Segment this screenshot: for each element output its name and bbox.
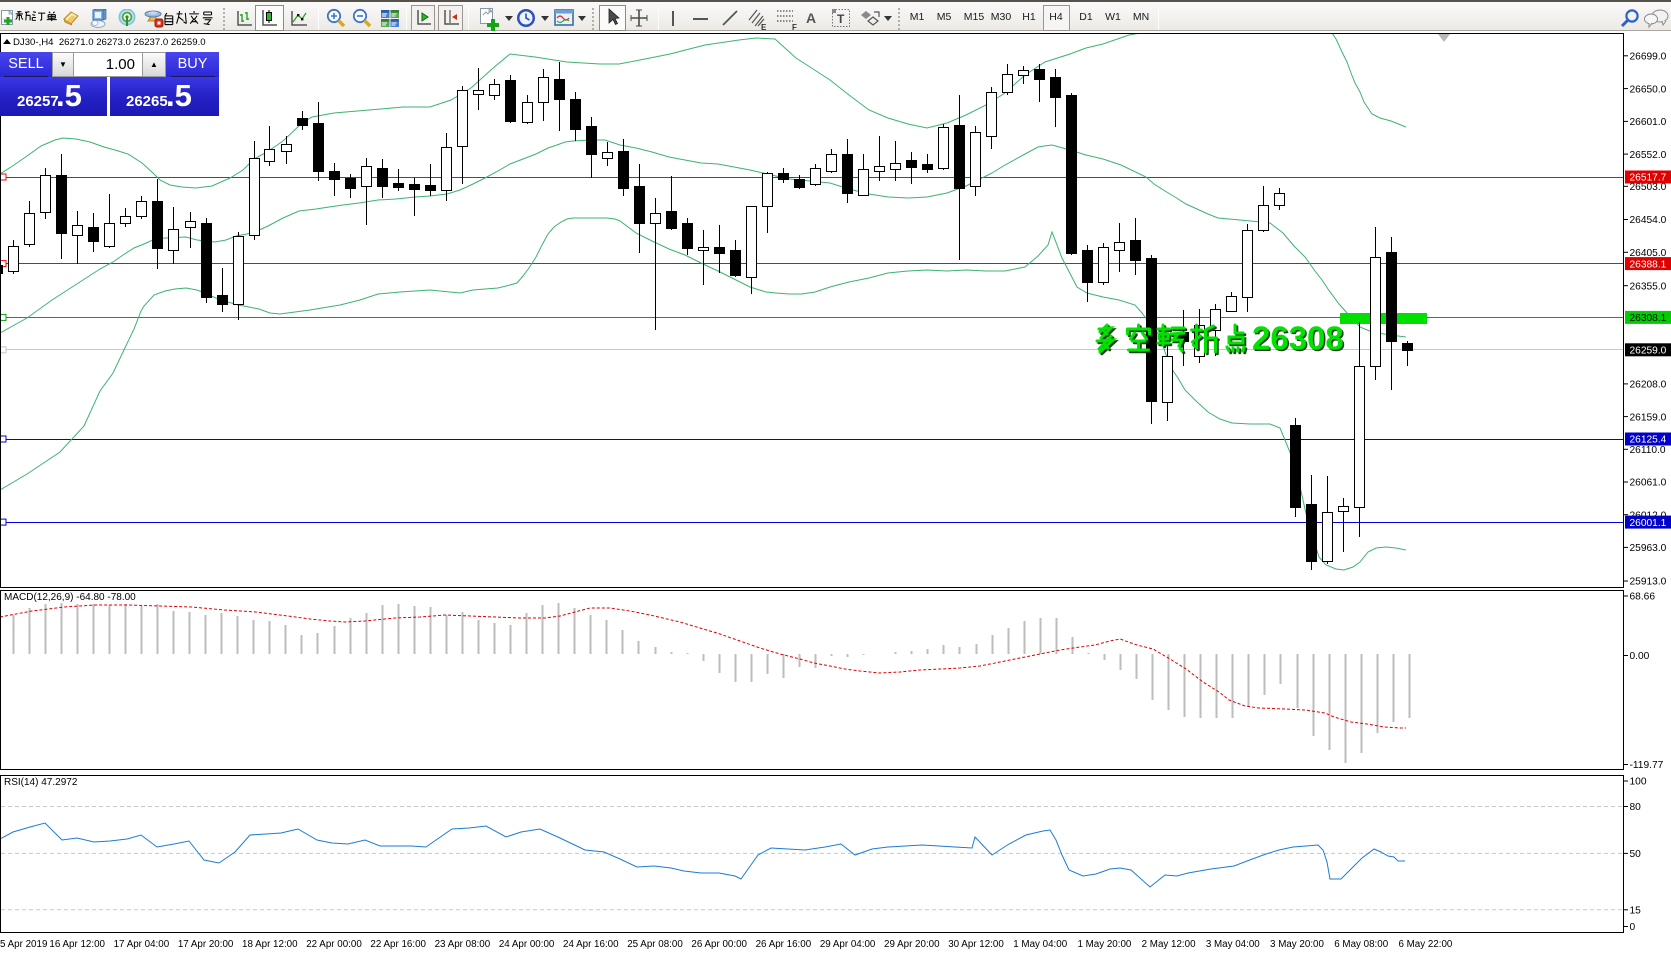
svg-text:26308: 26308	[1252, 320, 1344, 357]
svg-text:24 Apr 00:00: 24 Apr 00:00	[499, 939, 555, 950]
svg-text:68.66: 68.66	[1630, 592, 1656, 603]
svg-text:RSI(14) 47.2972: RSI(14) 47.2972	[4, 777, 78, 788]
svg-text:3 May 04:00: 3 May 04:00	[1206, 939, 1260, 950]
svg-text:26208.0: 26208.0	[1630, 380, 1667, 391]
svg-text:0.00: 0.00	[1630, 651, 1650, 662]
svg-text:26552.0: 26552.0	[1630, 150, 1667, 161]
svg-text:25 Apr 08:00: 25 Apr 08:00	[627, 939, 683, 950]
svg-text:6 May 22:00: 6 May 22:00	[1398, 939, 1452, 950]
svg-text:3 May 20:00: 3 May 20:00	[1270, 939, 1324, 950]
svg-text:F: F	[792, 23, 797, 31]
svg-text:25913.0: 25913.0	[1630, 577, 1667, 588]
svg-text:E: E	[761, 23, 767, 31]
svg-text:26259.0: 26259.0	[1630, 346, 1667, 357]
svg-text:15: 15	[1630, 906, 1642, 917]
svg-text:26355.0: 26355.0	[1630, 281, 1667, 292]
svg-text:22 Apr 16:00: 22 Apr 16:00	[370, 939, 426, 950]
svg-text:100: 100	[1630, 777, 1647, 788]
svg-text:DJ30-,H4 26271.0 26273.0 2623: DJ30-,H4 26271.0 26273.0 26237.0 26259.0	[13, 37, 206, 48]
svg-text:26110.0: 26110.0	[1630, 445, 1666, 456]
svg-text:MACD(12,26,9) -64.80 -78.00: MACD(12,26,9) -64.80 -78.00	[4, 592, 136, 603]
svg-text:1 May 04:00: 1 May 04:00	[1013, 939, 1067, 950]
svg-text:26308: 26308	[1254, 321, 1346, 358]
svg-text:16 Apr 12:00: 16 Apr 12:00	[49, 939, 105, 950]
svg-text:26 Apr 16:00: 26 Apr 16:00	[756, 939, 812, 950]
svg-text:22 Apr 00:00: 22 Apr 00:00	[306, 939, 362, 950]
svg-text:26650.0: 26650.0	[1630, 84, 1667, 95]
svg-text:26061.0: 26061.0	[1630, 478, 1667, 489]
svg-text:26454.0: 26454.0	[1630, 215, 1667, 226]
svg-text:30 Apr 12:00: 30 Apr 12:00	[948, 939, 1004, 950]
svg-text:23 Apr 08:00: 23 Apr 08:00	[435, 939, 491, 950]
svg-text:26001.1: 26001.1	[1630, 518, 1667, 529]
svg-text:18 Apr 12:00: 18 Apr 12:00	[242, 939, 298, 950]
svg-text:26405.0: 26405.0	[1630, 248, 1667, 259]
svg-text:0: 0	[1630, 922, 1636, 933]
svg-text:26388.1: 26388.1	[1630, 259, 1667, 270]
svg-text:26601.0: 26601.0	[1630, 117, 1667, 128]
svg-text:6 May 08:00: 6 May 08:00	[1334, 939, 1388, 950]
svg-text:5 Apr 2019: 5 Apr 2019	[0, 939, 47, 950]
svg-text:26699.0: 26699.0	[1630, 52, 1667, 63]
svg-text:26159.0: 26159.0	[1630, 412, 1667, 423]
svg-text:29 Apr 04:00: 29 Apr 04:00	[820, 939, 876, 950]
svg-text:17 Apr 20:00: 17 Apr 20:00	[178, 939, 234, 950]
svg-text:25963.0: 25963.0	[1630, 543, 1667, 554]
svg-text:26 Apr 00:00: 26 Apr 00:00	[691, 939, 747, 950]
svg-text:-119.77: -119.77	[1630, 760, 1664, 771]
svg-text:29 Apr 20:00: 29 Apr 20:00	[884, 939, 940, 950]
svg-text:26125.4: 26125.4	[1630, 435, 1667, 446]
svg-text:24 Apr 16:00: 24 Apr 16:00	[563, 939, 619, 950]
svg-text:50: 50	[1630, 849, 1642, 860]
svg-text:17 Apr 04:00: 17 Apr 04:00	[114, 939, 170, 950]
svg-text:26503.0: 26503.0	[1630, 182, 1667, 193]
svg-text:1 May 20:00: 1 May 20:00	[1077, 939, 1131, 950]
svg-text:26308.1: 26308.1	[1630, 313, 1667, 324]
svg-text:T: T	[837, 12, 845, 26]
svg-text:2 May 12:00: 2 May 12:00	[1142, 939, 1196, 950]
svg-text:26517.7: 26517.7	[1630, 173, 1667, 184]
svg-text:80: 80	[1630, 802, 1642, 813]
